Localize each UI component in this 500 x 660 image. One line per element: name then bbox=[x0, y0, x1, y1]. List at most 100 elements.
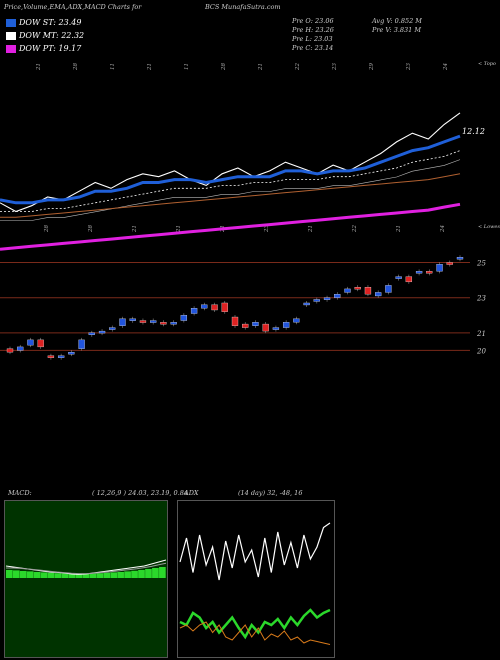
legend-label-mt: DOW MT: 22.32 bbox=[19, 31, 85, 40]
macd-histogram-bar bbox=[54, 573, 62, 578]
macd-histogram-bar bbox=[33, 572, 41, 578]
macd-histogram-bar bbox=[82, 574, 90, 578]
candle bbox=[354, 287, 361, 290]
candle bbox=[211, 304, 218, 311]
candle bbox=[415, 271, 423, 274]
date-tick-label: 28 bbox=[221, 63, 227, 71]
candle bbox=[57, 355, 65, 358]
macd-histogram-bar bbox=[96, 573, 104, 578]
date-tick-label: 21 bbox=[147, 63, 153, 71]
date-tick-label: 21 bbox=[132, 225, 138, 233]
series-line-price bbox=[0, 112, 461, 213]
stat-avg-volume: Avg V: 0.852 M bbox=[372, 17, 422, 25]
level-label: 21 bbox=[476, 330, 486, 338]
candle bbox=[344, 288, 351, 293]
macd-histogram-bar bbox=[19, 571, 27, 578]
candle bbox=[231, 316, 239, 326]
macd-histogram-bar bbox=[61, 573, 69, 578]
ema-value-label: 12.12 bbox=[462, 127, 485, 136]
adx-line-di_plus bbox=[179, 608, 331, 640]
date-tick-label: 21 bbox=[396, 225, 402, 233]
candle bbox=[109, 327, 116, 330]
adx-line-di_minus bbox=[179, 621, 331, 645]
candle bbox=[446, 262, 453, 265]
mid-axis-label: < Lowes bbox=[478, 224, 500, 230]
stat-low: Pre L: 23.03 bbox=[292, 35, 333, 43]
series-line-ema_short bbox=[0, 134, 461, 205]
candle bbox=[293, 318, 300, 323]
candle bbox=[456, 257, 464, 260]
candle bbox=[78, 339, 85, 349]
candle bbox=[160, 322, 167, 325]
legend-dow-mt: DOW MT: 22.32 bbox=[6, 31, 84, 40]
macd-histogram-bar bbox=[145, 569, 152, 578]
stat-open: Pre O: 23.06 bbox=[292, 17, 334, 25]
date-tick-label: 28 bbox=[73, 63, 79, 71]
macd-histogram-bar bbox=[26, 571, 34, 578]
series-line-ema_pt bbox=[0, 202, 461, 251]
legend-swatch-pt bbox=[6, 44, 16, 53]
legend-dow-pt: DOW PT: 19.17 bbox=[6, 44, 81, 53]
candle bbox=[150, 320, 157, 323]
legend-label-pt: DOW PT: 19.17 bbox=[19, 44, 82, 53]
macd-panel bbox=[4, 500, 168, 658]
adx-line-adx_upper bbox=[179, 522, 331, 581]
candle bbox=[221, 302, 228, 312]
candle bbox=[139, 320, 147, 323]
candle bbox=[98, 330, 106, 334]
date-tick-label: 22 bbox=[295, 63, 301, 71]
date-tick-label: 21 bbox=[176, 225, 182, 233]
legend-swatch-st bbox=[6, 18, 16, 27]
level-label: 20 bbox=[476, 347, 486, 355]
macd-histogram-bar bbox=[131, 570, 138, 578]
candle bbox=[37, 339, 44, 348]
candle bbox=[17, 346, 24, 351]
series-line-ema_mid-lower bbox=[0, 159, 461, 221]
candle bbox=[436, 264, 443, 272]
candle bbox=[405, 276, 413, 283]
candle bbox=[282, 322, 290, 328]
candle bbox=[27, 339, 34, 346]
candle bbox=[252, 322, 259, 326]
date-tick-label: 11 bbox=[184, 63, 190, 70]
candle bbox=[68, 352, 75, 355]
stat-pre-volume: Pre V: 3.831 M bbox=[372, 26, 422, 34]
macd-params: ( 12,26,9 ) 24.03, 23.19, 0.84 bbox=[92, 489, 189, 497]
macd-histogram-bar bbox=[75, 574, 83, 578]
macd-histogram-bar bbox=[12, 570, 20, 578]
macd-line-signal bbox=[6, 562, 167, 575]
candle bbox=[190, 308, 198, 314]
adx-title: ADX bbox=[184, 489, 199, 497]
macd-histogram-bar bbox=[110, 572, 118, 578]
date-tick-label: 11 bbox=[110, 63, 116, 70]
symbol-label: BCS MunafaSutra.com bbox=[205, 3, 281, 11]
macd-histogram-bar bbox=[47, 572, 55, 578]
date-tick-label: 23 bbox=[332, 63, 338, 71]
date-tick-label: 28 bbox=[44, 225, 50, 233]
macd-histogram-bar bbox=[124, 571, 131, 578]
candle bbox=[201, 304, 208, 309]
candle bbox=[88, 332, 95, 335]
legend-label-st: DOW ST: 23.49 bbox=[19, 18, 82, 27]
legend-dow-st: DOW ST: 23.49 bbox=[6, 18, 81, 27]
candle bbox=[385, 285, 392, 293]
candle bbox=[364, 287, 372, 295]
candle bbox=[129, 318, 136, 321]
date-tick-label: 21 bbox=[308, 225, 314, 233]
date-tick-label: 21 bbox=[36, 63, 42, 71]
date-tick-label: 24 bbox=[443, 63, 449, 71]
macd-histogram-bar bbox=[68, 574, 76, 578]
macd-histogram-bar bbox=[6, 570, 13, 578]
candle bbox=[262, 323, 269, 332]
candle bbox=[313, 299, 320, 302]
macd-histogram-bar bbox=[138, 570, 145, 578]
macd-title: MACD: bbox=[8, 489, 32, 497]
candle bbox=[242, 323, 249, 328]
adx-params: (14 day) 32, -48, 16 bbox=[238, 489, 303, 497]
level-label: 23 bbox=[476, 295, 486, 303]
series-line-ema_mid bbox=[0, 150, 461, 212]
date-tick-label: 28 bbox=[88, 225, 94, 233]
candle bbox=[395, 276, 402, 279]
